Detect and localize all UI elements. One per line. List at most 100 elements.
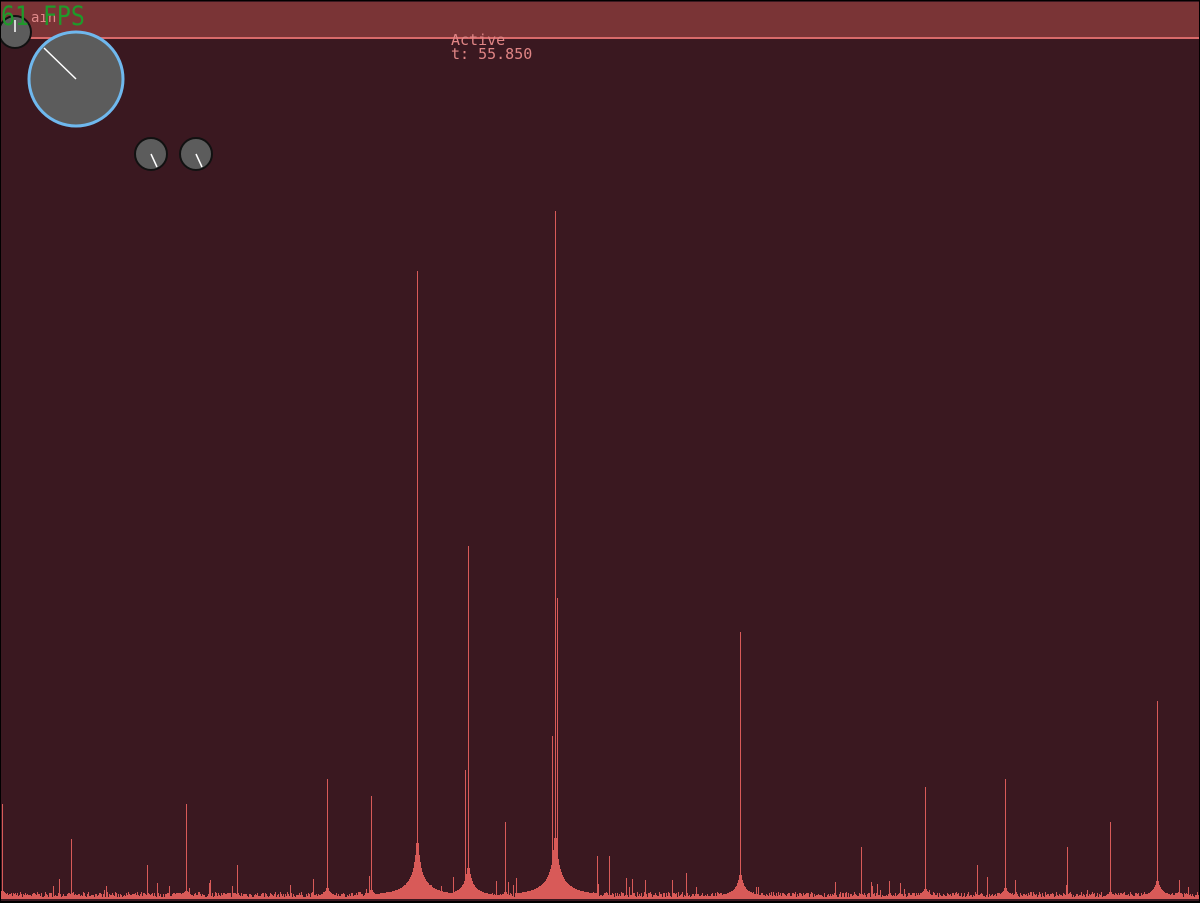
spectrum-bin [854, 892, 855, 899]
spectrum-bin [867, 894, 868, 899]
spectrum-bin [1178, 892, 1179, 899]
spectrum-bin [645, 880, 646, 899]
spectrum-bin [378, 894, 379, 899]
spectrum-bin [727, 893, 728, 899]
spectrum-bin [9, 894, 10, 899]
spectrum-bin [94, 897, 95, 899]
spectrum-bin [977, 865, 978, 899]
spectrum-bin [838, 897, 839, 899]
time-readout: t: 55.850 [451, 45, 533, 63]
spectrum-bin [85, 896, 86, 899]
spectrum-bin [533, 890, 534, 899]
spectrum-bin [985, 897, 986, 899]
spectrum-bin [693, 894, 694, 899]
spectrum-bin [961, 893, 962, 899]
spectrum-bin [969, 896, 970, 899]
spectrum-bin [631, 895, 632, 899]
spectrum-bin [1026, 894, 1027, 899]
spectrum-bin [702, 893, 703, 899]
spectrum-bin [187, 891, 188, 899]
spectrum-bin [6, 894, 7, 899]
spectrum-bin [1084, 895, 1085, 899]
spectrum-bin [705, 895, 706, 899]
spectrum-bin [886, 895, 887, 899]
spectrum-bin [165, 894, 166, 899]
spectrum-bin [958, 893, 959, 899]
spectrum-bin [1106, 895, 1107, 899]
small-knob-1[interactable] [134, 137, 168, 171]
spectrum-bin [1108, 894, 1109, 899]
spectrum-bin [942, 896, 943, 899]
spectrum-bin [72, 893, 73, 899]
spectrum-bin [204, 895, 205, 899]
spectrum-bin [30, 895, 31, 899]
spectrum-bin [728, 893, 729, 899]
top-left-knob-body[interactable] [1, 15, 32, 49]
spectrum-bin [1089, 894, 1090, 899]
spectrum-bin [994, 895, 995, 899]
spectrum-bin [17, 893, 18, 899]
top-left-knob[interactable] [1, 15, 32, 49]
spectrum-bin [520, 893, 521, 899]
spectrum-bin [561, 872, 562, 899]
spectrum-bin [112, 893, 113, 899]
spectrum-bin [408, 881, 409, 899]
spectrum-bin [352, 893, 353, 899]
spectrum-bin [677, 897, 678, 899]
spectrum-bin [414, 862, 415, 899]
spectrum-bin [387, 892, 388, 899]
spectrum-bin [1046, 895, 1047, 899]
spectrum-bin [1175, 893, 1176, 899]
spectrum-bin [967, 894, 968, 899]
spectrum-bin [1193, 896, 1194, 899]
spectrum-bin [13, 893, 14, 899]
spectrum-bin [841, 897, 842, 899]
spectrum-bin [2, 804, 3, 899]
spectrum-bin [625, 895, 626, 899]
spectrum-bin [1114, 895, 1115, 899]
spectrum-bin [1144, 892, 1145, 899]
spectrum-bin [8, 895, 9, 899]
spectrum-bin [249, 894, 250, 899]
spectrum-bin [268, 897, 269, 899]
spectrum-bin [1049, 896, 1050, 899]
spectrum-bin [273, 896, 274, 899]
spectrum-bin [758, 887, 759, 899]
spectrum-bin [795, 892, 796, 899]
spectrum-bin [510, 893, 511, 899]
spectrum-bin [377, 894, 378, 899]
main-knob[interactable] [27, 30, 125, 128]
spectrum-bin [842, 893, 843, 899]
spectrum-bin [433, 888, 434, 899]
spectrum-bin [335, 895, 336, 899]
spectrum-bin [1017, 894, 1018, 899]
spectrum-bin [710, 896, 711, 899]
spectrum-bin [714, 896, 715, 899]
spectrum-bin [574, 888, 575, 899]
spectrum-bin [304, 897, 305, 899]
spectrum-bin [1128, 894, 1129, 899]
small-knob-2[interactable] [179, 137, 213, 171]
spectrum-bin [900, 883, 901, 899]
spectrum-bin [1158, 881, 1159, 899]
spectrum-bin [314, 895, 315, 899]
spectrum-bin [700, 896, 701, 899]
spectrum-bin [805, 894, 806, 899]
spectrum-bin [1098, 897, 1099, 899]
spectrum-bin [461, 887, 462, 899]
spectrum-bin [1122, 894, 1123, 899]
spectrum-bin [836, 895, 837, 899]
spectrum-bin [229, 893, 230, 899]
spectrum-bin [197, 895, 198, 899]
spectrum-bin [1101, 892, 1102, 899]
spectrum-bin [767, 895, 768, 899]
spectrum-bin [1186, 893, 1187, 899]
spectrum-bin [1071, 894, 1072, 899]
spectrum-bin [317, 896, 318, 899]
spectrum-bin [1160, 887, 1161, 899]
spectrum-bin [655, 893, 656, 899]
spectrum-bin [1022, 896, 1023, 899]
spectrum-bin [259, 896, 260, 899]
spectrum-bin [109, 894, 110, 899]
